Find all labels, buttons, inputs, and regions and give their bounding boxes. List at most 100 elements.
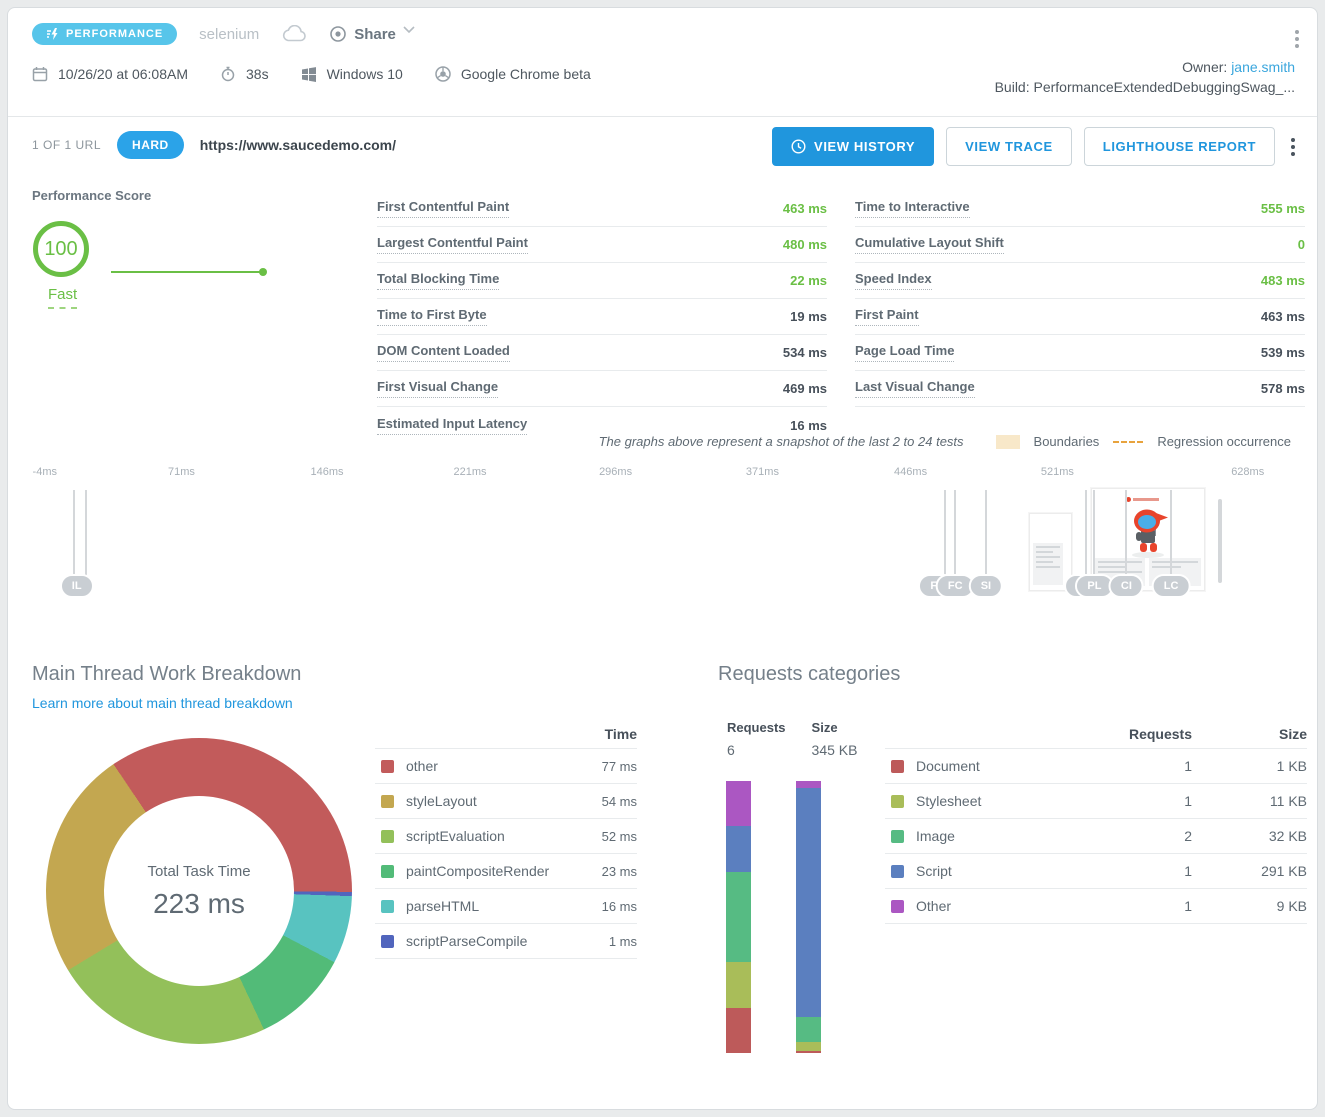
metric-value: 555 ms <box>1260 201 1305 216</box>
legend-time-header: Time <box>375 719 637 749</box>
metric-value: 469 ms <box>782 381 827 396</box>
view-history-button[interactable]: VIEW HISTORY <box>772 127 935 166</box>
metric-label[interactable]: Page Load Time <box>855 343 955 362</box>
metrics-column-left: First Contentful Paint 463 ms Largest Con… <box>377 191 827 443</box>
table-row: Other 1 9 KB <box>885 889 1307 924</box>
metric-marker-line <box>1093 490 1096 582</box>
legend-row: scriptEvaluation 52 ms <box>375 819 637 854</box>
legend-label: paintCompositeRender <box>406 863 550 879</box>
run-datetime: 10/26/20 at 06:08AM <box>58 66 188 82</box>
header-kebab-menu[interactable] <box>1291 26 1303 52</box>
score-trend-dot <box>259 268 267 276</box>
metric-row: Largest Contentful Paint 480 ms <box>377 227 827 263</box>
filmstrip-thumbnail <box>1029 513 1072 591</box>
stack-segment <box>726 871 751 963</box>
boundaries-label: Boundaries <box>1033 434 1100 449</box>
metric-label[interactable]: Largest Contentful Paint <box>377 235 528 254</box>
stack-segment <box>726 826 751 872</box>
metric-label[interactable]: First Paint <box>855 307 919 326</box>
learn-more-link[interactable]: Learn more about main thread breakdown <box>32 695 293 711</box>
stack-segment <box>796 781 821 789</box>
metric-label[interactable]: First Contentful Paint <box>377 199 510 218</box>
table-row: Image 2 32 KB <box>885 819 1307 854</box>
metric-marker-pill: CI <box>1108 574 1144 598</box>
metric-label[interactable]: Time to Interactive <box>855 199 970 218</box>
legend-label: parseHTML <box>406 898 480 914</box>
category-swatch <box>891 829 904 843</box>
metric-marker-pill: LC <box>1151 574 1191 598</box>
category-requests: 2 <box>1184 828 1192 844</box>
metric-label[interactable]: Estimated Input Latency <box>377 416 528 435</box>
metric-label[interactable]: Cumulative Layout Shift <box>855 235 1004 254</box>
metric-label[interactable]: DOM Content Loaded <box>377 343 510 362</box>
graphs-note: The graphs above represent a snapshot of… <box>598 434 964 449</box>
metric-value: 483 ms <box>1260 273 1305 288</box>
share-button[interactable]: Share <box>329 25 415 43</box>
metric-value: 539 ms <box>1260 345 1305 360</box>
view-history-label: VIEW HISTORY <box>814 139 916 154</box>
requests-summary: Requests 6 Size 345 KB <box>727 720 857 758</box>
metric-label[interactable]: Last Visual Change <box>855 379 975 398</box>
metric-row: DOM Content Loaded 534 ms <box>377 335 827 371</box>
metric-row: First Contentful Paint 463 ms <box>377 191 827 227</box>
metric-marker-pill: PL <box>1075 574 1114 598</box>
metric-row: Time to First Byte 19 ms <box>377 299 827 335</box>
metric-marker-line <box>944 490 947 582</box>
metric-row: First Paint 463 ms <box>855 299 1305 335</box>
score-trend-line <box>111 268 267 276</box>
category-requests: 1 <box>1184 793 1192 809</box>
main-thread-donut-chart: Total Task Time 223 ms <box>46 738 352 1044</box>
legend-row: other 77 ms <box>375 749 637 784</box>
performance-score-gauge: 100 <box>33 221 89 277</box>
total-task-time-label: Total Task Time <box>147 862 251 880</box>
metric-marker-pill: IL <box>59 574 94 598</box>
size-column-header: Size <box>1278 725 1307 742</box>
metric-value: 463 ms <box>782 201 827 216</box>
metric-row: Speed Index 483 ms <box>855 263 1305 299</box>
total-task-time-value: 223 ms <box>153 887 245 919</box>
metric-label[interactable]: Time to First Byte <box>377 307 487 326</box>
metric-marker-line <box>1084 490 1087 582</box>
thumbnail-text-block <box>1033 543 1063 585</box>
category-size: 11 KB <box>1269 793 1307 809</box>
header-row-1: PERFORMANCE selenium Share <box>32 20 415 48</box>
legend-swatch <box>381 794 394 808</box>
legend-row: styleLayout 54 ms <box>375 784 637 819</box>
legend-swatch <box>381 759 394 773</box>
lightning-icon <box>46 28 60 40</box>
metrics-column-right: Time to Interactive 555 ms Cumulative Lay… <box>855 191 1305 407</box>
chevron-down-icon <box>403 26 415 34</box>
metric-value: 534 ms <box>782 345 827 360</box>
view-trace-button[interactable]: VIEW TRACE <box>946 127 1072 166</box>
requests-count-stacked-bar <box>726 781 751 1053</box>
legend-label: styleLayout <box>406 793 477 809</box>
legend-swatch <box>381 829 394 843</box>
regression-label: Regression occurrence <box>1157 434 1291 449</box>
toolbar-kebab-menu[interactable] <box>1287 134 1299 160</box>
build-name: Build: PerformanceExtendedDebuggingSwag_… <box>994 79 1295 95</box>
requests-table-header: Requests Size <box>885 719 1307 749</box>
metric-marker-pill: SI <box>968 574 1004 598</box>
performance-score-label[interactable]: Fast <box>48 286 78 309</box>
owner-link[interactable]: jane.smith <box>1231 59 1295 75</box>
timeline-strip: -4ms 71ms 146ms 221ms 296ms 371ms 446ms 521ms 62… <box>32 466 1309 618</box>
lighthouse-report-label: LIGHTHOUSE REPORT <box>1102 139 1256 154</box>
category-swatch <box>891 899 904 913</box>
filmstrip-scrollbar[interactable] <box>1218 499 1222 583</box>
timeline-tick: 371ms <box>745 466 779 478</box>
page-url: https://www.saucedemo.com/ <box>199 137 396 153</box>
history-clock-icon <box>791 139 806 154</box>
visibility-icon <box>329 25 347 43</box>
requests-categories-title: Requests categories <box>718 663 901 685</box>
size-total-header: Size <box>811 720 838 735</box>
requests-total-header: Requests <box>727 720 786 735</box>
metric-label[interactable]: First Visual Change <box>377 379 499 398</box>
legend-value: 16 ms <box>601 898 637 914</box>
metric-label[interactable]: Total Blocking Time <box>377 271 500 290</box>
stack-segment <box>796 1050 821 1053</box>
legend-value: 52 ms <box>601 828 637 844</box>
table-row: Script 1 291 KB <box>885 854 1307 889</box>
metric-label[interactable]: Speed Index <box>855 271 932 290</box>
lighthouse-report-button[interactable]: LIGHTHOUSE REPORT <box>1083 127 1275 166</box>
metric-row: Cumulative Layout Shift 0 <box>855 227 1305 263</box>
